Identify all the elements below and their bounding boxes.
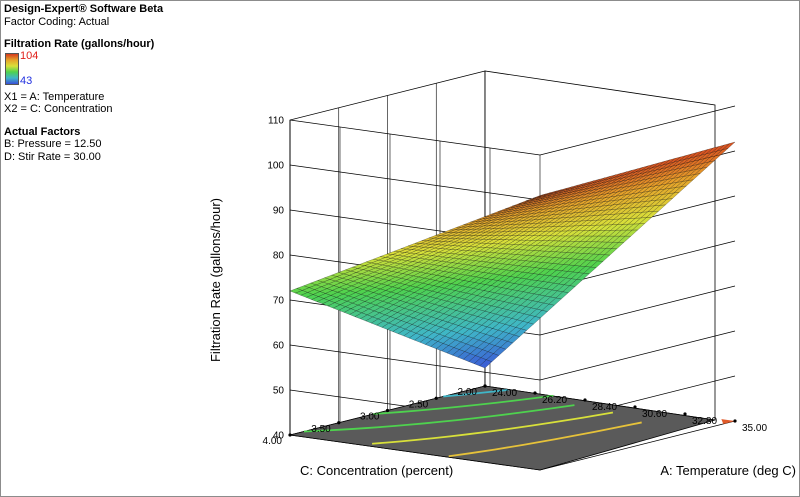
contour-line [372, 411, 614, 445]
x-tick-label: 24.00 [492, 388, 517, 399]
x-tick-mark [533, 391, 537, 395]
y-tick-label: 4.00 [263, 436, 283, 447]
y-tick-mark [337, 421, 341, 425]
contour-line [448, 421, 642, 458]
factor-coding: Factor Coding: Actual [4, 15, 110, 28]
x-tick-label: 35.00 [742, 423, 767, 434]
contour-line [443, 388, 509, 398]
info-panel: Design-Expert® Software Beta Factor Codi… [4, 3, 163, 163]
z-axis-title: Filtration Rate (gallons/hour) [208, 198, 223, 362]
x-tick-mark [583, 398, 587, 402]
actual-factors-title: Actual Factors [4, 125, 81, 138]
z-tick-label: 100 [267, 161, 284, 172]
x1-label: X1 = A: Temperature [4, 90, 105, 103]
y-tick-mark [434, 396, 438, 400]
z-tick-label: 50 [273, 386, 285, 397]
y-tick-label: 2.50 [409, 399, 429, 410]
y-tick-label: 3.00 [360, 412, 380, 423]
z-tick-label: 60 [273, 341, 285, 352]
response-surface [289, 141, 736, 369]
contour-fill-max [721, 419, 735, 424]
y-axis-title: C: Concentration (percent) [300, 463, 453, 478]
x-tick-label: 26.20 [542, 395, 567, 406]
app-title: Design-Expert® Software Beta [4, 3, 164, 15]
color-legend: 104 43 [4, 49, 163, 87]
x-tick-label: 32.80 [692, 416, 717, 427]
tick-labels: 40 50 60 70 80 90 100 110 2.00 2.50 3.00 3.50 4.00 24… [263, 116, 768, 448]
z-tick-label: 70 [273, 296, 285, 307]
y-tick-label: 2.00 [458, 387, 478, 398]
legend-title: Filtration Rate (gallons/hour) [4, 38, 155, 50]
y-tick-mark [288, 433, 292, 437]
y-tick-mark [385, 408, 390, 413]
floor-contours [303, 388, 735, 458]
x-tick-mark [633, 405, 637, 409]
actual-factor-pressure: B: Pressure = 12.50 [4, 138, 102, 150]
x-tick-mark [483, 384, 487, 388]
z-tick-label: 110 [268, 116, 284, 127]
x-tick-label: 28.40 [592, 402, 617, 413]
contour-line [303, 404, 575, 433]
surface-cell [722, 141, 736, 150]
z-tick-label: 40 [273, 431, 285, 442]
z-tick-label: 80 [273, 251, 285, 262]
z-tick-label: 90 [273, 206, 285, 217]
x-tick-label: 30.60 [642, 409, 667, 420]
y-tick-label: 3.50 [311, 424, 331, 435]
legend-min: 43 [20, 74, 33, 87]
contour-line [373, 394, 554, 415]
floor-plane [289, 385, 716, 471]
legend-gradient [5, 52, 19, 85]
x2-label: X2 = C: Concentration [4, 103, 113, 115]
x-axis-title: A: Temperature (deg C) [660, 463, 796, 478]
x-tick-mark [683, 412, 687, 416]
x-tick-mark [733, 419, 737, 423]
actual-factor-stir-rate: D: Stir Rate = 30.00 [4, 150, 101, 163]
legend-max: 104 [20, 49, 39, 62]
